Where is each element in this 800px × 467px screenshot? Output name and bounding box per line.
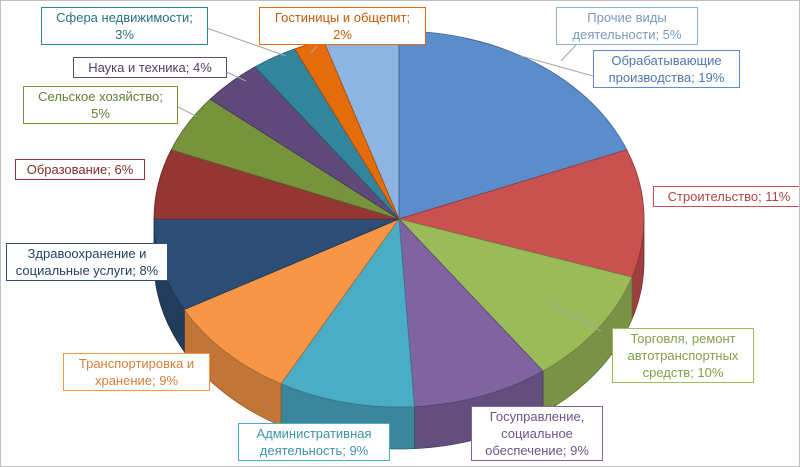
pie-top (153, 30, 645, 408)
pie-slice[interactable] (183, 218, 401, 385)
data-label: Здравоохранение и социальные услуги; 8% (6, 243, 168, 281)
leader-line (560, 44, 577, 62)
pie-slice[interactable] (398, 30, 628, 220)
data-label: Сельское хозяйство; 5% (23, 86, 178, 124)
data-label: Образование; 6% (15, 159, 145, 180)
leader-line (545, 300, 602, 332)
data-label: Транспортировка и хранение; 9% (63, 353, 210, 391)
pie-slice[interactable] (280, 217, 415, 408)
data-label: Торговля, ремонт автотранспортных средст… (612, 328, 754, 383)
data-label: Наука и техника; 4% (73, 57, 227, 78)
data-label: Госуправление, социальное обеспечение; 9… (471, 406, 603, 461)
data-label: Строительство; 11% (653, 186, 799, 207)
pie-slice[interactable] (398, 217, 544, 408)
data-label: Административная деятельность; 9% (238, 423, 390, 461)
leader-line (520, 55, 594, 77)
data-label: Обрабатывающие производства; 19% (593, 50, 740, 88)
pie-slice[interactable] (397, 218, 633, 372)
leader-line (200, 25, 287, 57)
data-label: Прочие виды деятельности; 5% (556, 7, 698, 45)
data-label: Сфера недвижимости; 3% (41, 7, 208, 45)
pie-slice[interactable] (397, 149, 645, 278)
data-label: Гостиницы и общепит; 2% (259, 7, 426, 45)
